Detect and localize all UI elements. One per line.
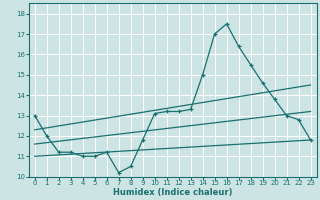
X-axis label: Humidex (Indice chaleur): Humidex (Indice chaleur)	[113, 188, 232, 197]
